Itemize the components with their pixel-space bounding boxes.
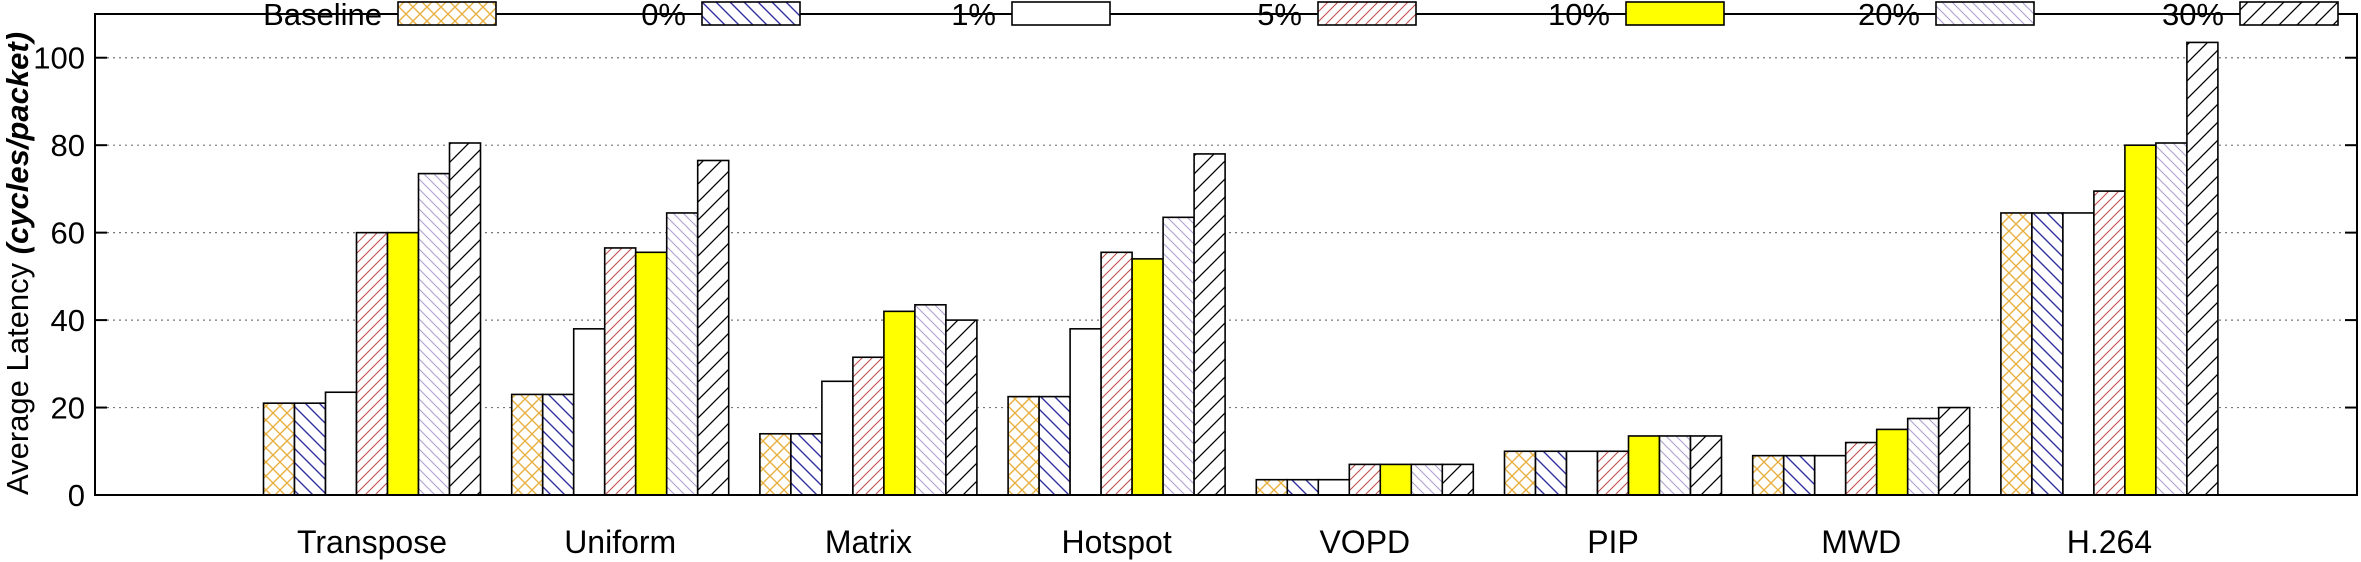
- bars: [262, 41, 2219, 496]
- y-tick-label: 100: [33, 41, 85, 76]
- x-tick-label: Transpose: [297, 524, 447, 560]
- bar-matrix-5: [914, 303, 947, 496]
- bar-uniform-3: [603, 247, 637, 496]
- bar-vopd-1: [1286, 478, 1320, 496]
- bar-mwd-5: [1906, 417, 1940, 496]
- legend-label: 20%: [1858, 0, 1920, 32]
- legend-label: 5%: [1257, 0, 1302, 32]
- bar-hotspot-3: [1100, 251, 1133, 496]
- bar-uniform-4: [634, 251, 668, 496]
- bar-vopd-4: [1379, 463, 1413, 496]
- legend-label: Baseline: [263, 0, 382, 32]
- legend-swatch: [701, 1, 801, 26]
- bar-matrix-3: [852, 356, 885, 496]
- bar-vopd-0: [1255, 478, 1289, 496]
- y-axis: 0 20 40 60 80 100: [33, 41, 2357, 513]
- bar-pip-5: [1658, 435, 1692, 496]
- bar-mwd-0: [1751, 454, 1785, 496]
- bar-matrix-2: [821, 380, 854, 496]
- bar-matrix-1: [790, 432, 823, 496]
- y-axis-label: Average Latency (cycles/packet): [0, 32, 35, 495]
- bar-h264-4: [2124, 144, 2157, 496]
- bar-vopd-2: [1317, 478, 1351, 496]
- bar-pip-3: [1596, 450, 1630, 496]
- legend-swatch: [1935, 1, 2035, 26]
- legend-swatch: [2239, 1, 2339, 26]
- bar-transpose-3: [355, 231, 389, 496]
- x-tick-label: MWD: [1821, 524, 1901, 560]
- bar-hotspot-6: [1193, 153, 1226, 496]
- x-tick-label: H.264: [2067, 524, 2152, 560]
- legend-label: 30%: [2162, 0, 2224, 32]
- x-tick-label: Uniform: [564, 524, 676, 560]
- bar-uniform-1: [541, 393, 575, 496]
- bar-transpose-1: [293, 402, 327, 496]
- bar-h264-0: [2000, 212, 2033, 496]
- bar-h264-2: [2062, 212, 2095, 496]
- legend-label: 1%: [951, 0, 996, 32]
- y-axis-label-unit: (cycles/packet): [0, 32, 35, 254]
- bar-uniform-6: [696, 159, 730, 496]
- x-tick-label: PIP: [1587, 524, 1639, 560]
- bar-hotspot-4: [1131, 258, 1164, 496]
- bar-transpose-6: [448, 142, 482, 496]
- bar-uniform-2: [572, 328, 606, 496]
- bar-pip-2: [1565, 450, 1599, 496]
- y-tick-label: 60: [51, 216, 85, 251]
- bar-h264-1: [2031, 212, 2064, 496]
- bar-h264-5: [2155, 142, 2188, 496]
- plot-frame: [94, 13, 2358, 496]
- bar-mwd-3: [1844, 441, 1878, 496]
- bar-h264-6: [2186, 41, 2219, 496]
- legend-swatch: [1317, 1, 1417, 26]
- bar-matrix-4: [883, 310, 916, 496]
- bar-uniform-0: [510, 393, 544, 496]
- bar-matrix-6: [945, 319, 978, 496]
- bar-hotspot-2: [1069, 328, 1102, 496]
- bar-mwd-2: [1813, 454, 1847, 496]
- y-tick-label: 40: [51, 303, 85, 338]
- x-tick-label: VOPD: [1319, 524, 1410, 560]
- y-tick-label: 80: [51, 128, 85, 163]
- bar-pip-1: [1534, 450, 1568, 496]
- bar-hotspot-5: [1162, 216, 1195, 496]
- bar-pip-0: [1503, 450, 1537, 496]
- bar-transpose-5: [417, 172, 451, 496]
- bar-vopd-6: [1441, 463, 1475, 496]
- bar-vopd-5: [1410, 463, 1444, 496]
- bar-uniform-5: [665, 212, 699, 496]
- bar-pip-4: [1627, 435, 1661, 496]
- bar-mwd-4: [1875, 428, 1909, 496]
- y-tick-label: 20: [51, 391, 85, 426]
- x-tick-label: Matrix: [825, 524, 912, 560]
- gridlines: [95, 57, 2357, 409]
- bar-mwd-6: [1937, 406, 1971, 496]
- legend: Baseline 0% 1% 5% 10% 20% 30%: [263, 0, 2339, 32]
- y-axis-label-main: Average Latency: [0, 254, 35, 495]
- legend-label: 10%: [1548, 0, 1610, 32]
- y-tick-label: 0: [68, 478, 85, 513]
- bar-mwd-1: [1782, 454, 1816, 496]
- legend-swatch: [1011, 1, 1111, 26]
- legend-swatch: [397, 1, 497, 26]
- bar-matrix-0: [759, 432, 792, 496]
- legend-swatch: [1625, 1, 1725, 26]
- bar-transpose-0: [262, 402, 296, 496]
- bar-transpose-4: [386, 231, 420, 496]
- bar-vopd-3: [1348, 463, 1382, 496]
- x-axis: Transpose Uniform Matrix Hotspot VOPD PIP MWD H…: [297, 524, 2152, 560]
- bar-transpose-2: [324, 391, 358, 496]
- bar-h264-3: [2093, 190, 2126, 496]
- bar-hotspot-0: [1007, 395, 1040, 496]
- bar-pip-6: [1689, 435, 1723, 496]
- legend-label: 0%: [641, 0, 686, 32]
- x-tick-label: Hotspot: [1061, 524, 1171, 560]
- bar-hotspot-1: [1038, 395, 1071, 496]
